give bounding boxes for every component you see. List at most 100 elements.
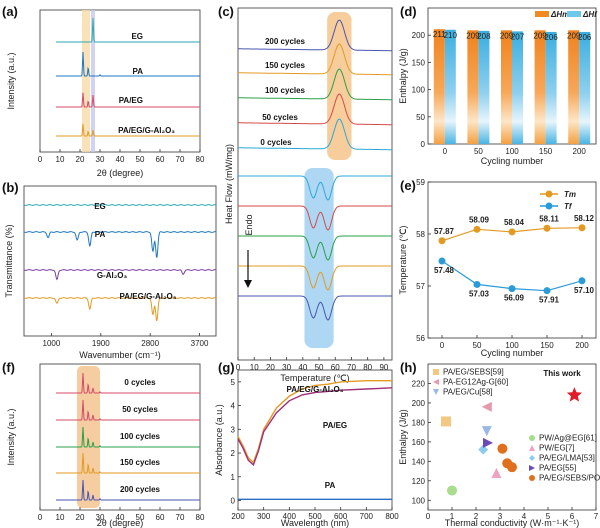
y-tick-label: 140 <box>412 457 426 466</box>
x-tick-label: 0 <box>38 513 43 522</box>
panel-h-label: (h) <box>400 360 417 375</box>
x-tick-label: 50 <box>315 363 324 372</box>
y-tick-label: 5 <box>231 378 236 387</box>
pc-heating-line <box>238 118 392 151</box>
pe-ylabel: Temperature (℃) <box>398 225 408 294</box>
pe-point <box>578 224 586 232</box>
y-tick-label: 57 <box>416 282 425 291</box>
x-tick-label: 0 <box>236 363 241 372</box>
pa-label-eg: EG <box>131 32 143 41</box>
pg-label-pa: PA <box>325 481 336 490</box>
bar-label-hf: 206 <box>578 33 592 42</box>
bar-hm <box>433 29 445 144</box>
y-tick-label: 4 <box>231 402 236 411</box>
x-tick-label: 2 <box>474 512 479 521</box>
panel-c: (c) 200 cycles 150 cycles 100 cycles 50 … <box>218 4 393 383</box>
pe-value-label: 57.87 <box>434 227 455 236</box>
pc-cooling-line <box>238 175 392 201</box>
x-tick-label: 300 <box>257 512 271 521</box>
pc-label-0: 0 cycles <box>260 138 292 147</box>
pc-ylabel: Heat Flow (mW/mg) <box>224 144 234 224</box>
x-tick-label: 10 <box>56 513 65 522</box>
pd-legend-swatch-hm <box>535 11 549 17</box>
pa-series-line <box>56 123 200 137</box>
panel-h-frame <box>427 363 597 511</box>
pf-series-line <box>56 452 200 474</box>
pb-series-line <box>23 297 216 321</box>
pe-point <box>543 224 551 232</box>
pe-value-label: 57.03 <box>469 289 490 298</box>
panel-c-label: (c) <box>218 4 234 19</box>
bar-hf <box>478 30 490 144</box>
pe-point <box>438 257 446 265</box>
ph-annotation: This work <box>543 369 581 378</box>
pb-label-gal: G-Al₂O₃ <box>97 271 128 280</box>
pb-series-line <box>23 269 216 281</box>
pg-xlabel: Wavelength (nm) <box>281 518 349 528</box>
ph-xlabel: Thermal conductivity (W·m⁻¹·K⁻¹) <box>445 518 580 528</box>
bar-hf <box>545 31 557 144</box>
x-tick-label: 400 <box>283 512 297 521</box>
ph-legend-marker <box>433 379 439 385</box>
x-tick-label: 30 <box>282 363 291 372</box>
y-tick-label: 0 <box>231 497 236 506</box>
pe-value-label: 58.12 <box>574 214 595 223</box>
x-tick-label: 80 <box>363 363 372 372</box>
x-tick-label: 50 <box>136 513 145 522</box>
ph-legend-marker <box>433 369 439 375</box>
pe-point <box>543 287 551 295</box>
ph-ylabel: Enthalpy (J/g) <box>398 409 408 465</box>
bar-label-hm: 209 <box>500 31 514 40</box>
pc-label-200: 200 cycles <box>265 37 306 46</box>
pe-point <box>578 277 586 285</box>
ph-point <box>441 416 451 427</box>
pe-value-label: 56.09 <box>504 294 525 303</box>
x-tick-label: 1 <box>450 512 455 521</box>
pd-xlabel: Cycling number <box>481 156 544 166</box>
pa-xlabel: 2θ (degree) <box>97 168 144 178</box>
pa-label-pa: PA <box>132 67 143 76</box>
bar-hm <box>568 30 580 144</box>
pa-label-paegal: PA/EG/G-Al₂O₃ <box>118 126 175 135</box>
ph-point <box>478 444 489 455</box>
pe-legend-tm: Tm <box>564 190 576 199</box>
pd-legend-hf: ΔHf <box>582 10 598 19</box>
bar-label-hm: 209 <box>567 31 581 40</box>
pa-series-line <box>56 17 200 43</box>
cooling-highlight <box>304 168 334 348</box>
pe-value-label: 57.91 <box>539 296 560 305</box>
x-tick-label: 60 <box>156 513 165 522</box>
y-tick-label: 200 <box>412 31 426 40</box>
pc-endo-label: Endo <box>244 214 254 235</box>
x-tick-label: 10 <box>56 155 65 164</box>
pf-series-line <box>56 399 200 421</box>
bar-hm <box>467 30 479 144</box>
pe-value-label: 58.04 <box>504 218 525 227</box>
bar-hf <box>579 31 591 144</box>
panel-e-label: (e) <box>400 178 416 193</box>
x-tick-label: 4 <box>522 512 527 521</box>
pc-label-50: 50 cycles <box>262 113 298 122</box>
ph-legend-label: PA-EG12Ag-G[60] <box>443 378 508 387</box>
ph-legend-marker <box>529 465 535 471</box>
x-tick-label: 7 <box>594 512 599 521</box>
pd-ylabel: Enthalpy (J/g) <box>398 48 408 104</box>
pe-value-label: 58.11 <box>539 214 559 223</box>
bar-hf <box>444 29 456 144</box>
ph-legend-label: PA/EG/LMA[53] <box>539 454 595 463</box>
x-tick-label: 80 <box>196 513 205 522</box>
pe-point <box>473 280 481 288</box>
ph-legend-label: PA/EG/SEBS[59] <box>443 368 504 377</box>
ph-legend-marker <box>529 435 535 441</box>
x-tick-label: 600 <box>334 512 348 521</box>
y-tick-label: 0 <box>421 140 426 149</box>
pd-legend-swatch-hf <box>567 11 581 17</box>
x-tick-label: 50 <box>473 341 482 350</box>
x-tick-label: 200 <box>573 147 587 156</box>
x-tick-label: 80 <box>196 155 205 164</box>
pb-ylabel: Transmittance (%) <box>4 224 14 297</box>
bar-hm <box>501 30 512 144</box>
pf-ylabel: Intensity (a.u.) <box>6 408 16 465</box>
pa-label-paeg: PA/EG <box>119 96 143 105</box>
